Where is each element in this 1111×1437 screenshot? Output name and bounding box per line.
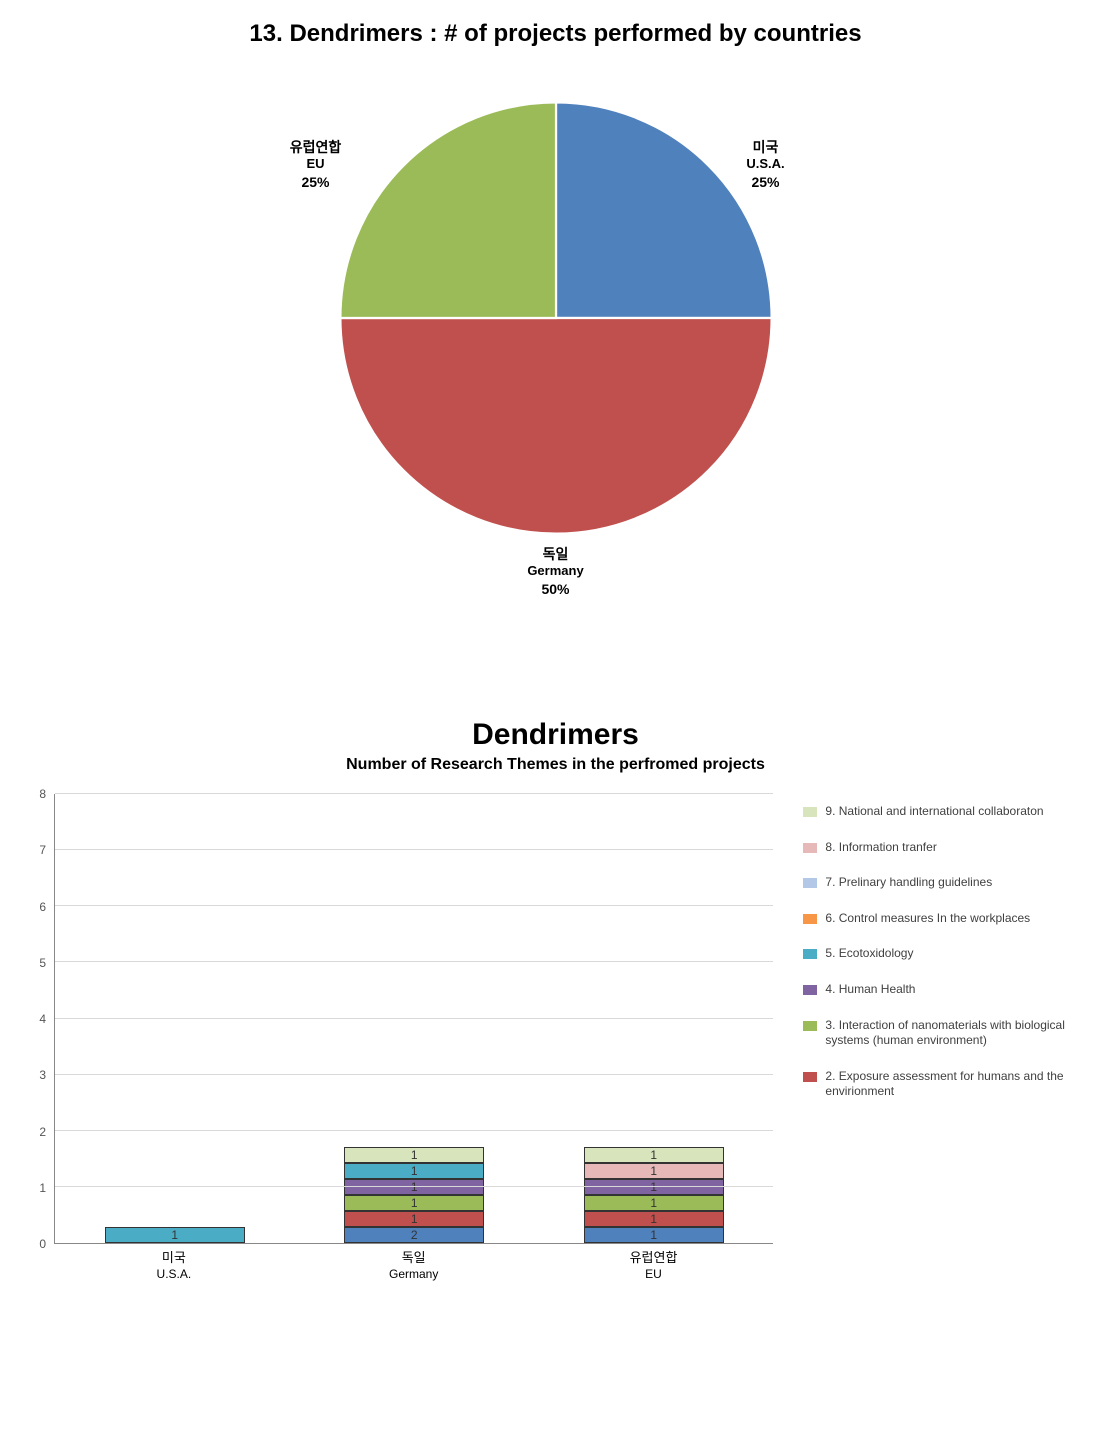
bar-chart-layout: 012345678 1211111111111 미국U.S.A.독일German…	[30, 794, 1081, 1294]
x-label-eu: 유럽연합EU	[583, 1244, 723, 1294]
bar-chart-section: Dendrimers Number of Research Themes in …	[30, 718, 1081, 1294]
y-tick: 6	[39, 900, 46, 914]
bar-chart-title: Dendrimers	[30, 718, 1081, 752]
y-tick: 0	[39, 1237, 46, 1251]
grid-line	[55, 1074, 773, 1075]
y-tick: 7	[39, 843, 46, 857]
pie-label-germany-ko: 독일	[486, 545, 626, 563]
bar-group-germany: 211111	[344, 1147, 484, 1243]
legend-label: 6. Control measures In the workplaces	[825, 911, 1030, 927]
bar-segment: 1	[105, 1227, 245, 1243]
pie-chart: 미국 U.S.A. 25% 독일 Germany 50% 유럽연합 EU 25%	[336, 98, 776, 538]
x-label-ko: 유럽연합	[583, 1250, 723, 1267]
legend-swatch	[803, 878, 817, 888]
legend-swatch	[803, 914, 817, 924]
pie-slice-germany	[340, 318, 771, 534]
legend-item: 9. National and international collaborat…	[803, 804, 1081, 820]
legend-label: 5. Ecotoxidology	[825, 946, 913, 962]
legend-item: 8. Information tranfer	[803, 840, 1081, 856]
y-tick: 2	[39, 1125, 46, 1139]
legend-label: 9. National and international collaborat…	[825, 804, 1043, 820]
grid-line	[55, 1186, 773, 1187]
legend-item: 6. Control measures In the workplaces	[803, 911, 1081, 927]
legend-label: 8. Information tranfer	[825, 840, 936, 856]
grid-line	[55, 1018, 773, 1019]
legend-swatch	[803, 807, 817, 817]
legend-swatch	[803, 843, 817, 853]
bar-segment: 1	[584, 1147, 724, 1163]
y-tick: 5	[39, 956, 46, 970]
x-label-ko: 미국	[104, 1250, 244, 1267]
grid-line	[55, 905, 773, 906]
pie-label-eu-ko: 유럽연합	[256, 138, 376, 156]
legend-item: 4. Human Health	[803, 982, 1081, 998]
bar-chart-subtitle: Number of Research Themes in the perfrom…	[30, 756, 1081, 774]
y-tick: 8	[39, 787, 46, 801]
legend-item: 7. Prelinary handling guidelines	[803, 875, 1081, 891]
legend: 9. National and international collaborat…	[783, 794, 1081, 1294]
legend-label: 3. Interaction of nanomaterials with bio…	[825, 1018, 1081, 1049]
pie-slice-eu	[340, 102, 556, 318]
x-label-en: Germany	[344, 1267, 484, 1283]
x-label-ko: 독일	[344, 1250, 484, 1267]
bar-segment: 2	[344, 1227, 484, 1243]
legend-swatch	[803, 949, 817, 959]
bar-segment: 1	[344, 1211, 484, 1227]
bar-segment: 1	[344, 1147, 484, 1163]
pie-label-germany: 독일 Germany 50%	[486, 545, 626, 598]
x-label-usa: 미국U.S.A.	[104, 1244, 244, 1294]
pie-slice-usa	[556, 102, 772, 318]
x-label-germany: 독일Germany	[344, 1244, 484, 1294]
pie-label-eu-en: EU	[256, 156, 376, 173]
pie-label-usa: 미국 U.S.A. 25%	[706, 138, 826, 191]
pie-label-eu: 유럽연합 EU 25%	[256, 138, 376, 191]
legend-label: 7. Prelinary handling guidelines	[825, 875, 992, 891]
bar-segment: 1	[584, 1211, 724, 1227]
pie-label-eu-pct: 25%	[256, 173, 376, 191]
x-axis-labels: 미국U.S.A. 독일Germany 유럽연합EU	[54, 1244, 773, 1294]
bar-segment: 1	[584, 1179, 724, 1195]
pie-label-usa-ko: 미국	[706, 138, 826, 156]
legend-swatch	[803, 1021, 817, 1031]
bars-row: 1211111111111	[55, 794, 773, 1243]
bar-segment: 1	[584, 1163, 724, 1179]
grid-line	[55, 961, 773, 962]
plot-area: 1211111111111	[54, 794, 773, 1244]
pie-label-germany-pct: 50%	[486, 580, 626, 598]
legend-swatch	[803, 1072, 817, 1082]
pie-chart-section: 미국 U.S.A. 25% 독일 Germany 50% 유럽연합 EU 25%	[30, 78, 1081, 638]
legend-item: 2. Exposure assessment for humans and th…	[803, 1069, 1081, 1100]
main-title: 13. Dendrimers : # of projects performed…	[30, 20, 1081, 48]
bar-segment: 1	[584, 1227, 724, 1243]
y-tick: 3	[39, 1068, 46, 1082]
bar-chart-area: 012345678 1211111111111 미국U.S.A.독일German…	[30, 794, 783, 1294]
pie-label-germany-en: Germany	[486, 563, 626, 580]
pie-label-usa-pct: 25%	[706, 173, 826, 191]
legend-label: 2. Exposure assessment for humans and th…	[825, 1069, 1081, 1100]
bar-segment: 1	[344, 1195, 484, 1211]
x-label-en: EU	[583, 1267, 723, 1283]
legend-item: 3. Interaction of nanomaterials with bio…	[803, 1018, 1081, 1049]
legend-swatch	[803, 985, 817, 995]
bar-group-eu: 111111	[584, 1147, 724, 1243]
x-label-en: U.S.A.	[104, 1267, 244, 1283]
legend-item: 5. Ecotoxidology	[803, 946, 1081, 962]
y-tick: 4	[39, 1012, 46, 1026]
y-axis: 012345678	[30, 794, 50, 1244]
pie-label-usa-en: U.S.A.	[706, 156, 826, 173]
bar-segment: 1	[584, 1195, 724, 1211]
legend-label: 4. Human Health	[825, 982, 915, 998]
bar-group-usa: 1	[105, 1227, 245, 1243]
bar-segment: 1	[344, 1179, 484, 1195]
bar-segment: 1	[344, 1163, 484, 1179]
grid-line	[55, 1130, 773, 1131]
y-tick: 1	[39, 1181, 46, 1195]
grid-line	[55, 849, 773, 850]
grid-line	[55, 793, 773, 794]
